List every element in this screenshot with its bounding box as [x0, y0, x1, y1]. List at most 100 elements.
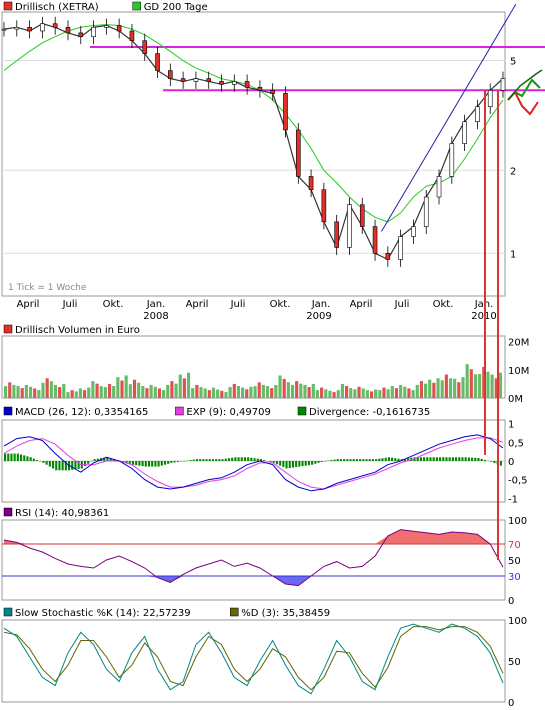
- divergence-bar: [291, 461, 295, 468]
- volume-bars: [4, 364, 502, 398]
- trendline: [381, 4, 517, 232]
- divergence-bar: [256, 458, 259, 461]
- divergence-bar: [439, 457, 442, 461]
- volume-bar: [411, 390, 415, 398]
- divergence-bar: [311, 461, 314, 465]
- divergence-bar: [128, 461, 131, 464]
- candle-body: [1, 28, 7, 31]
- price-y-tick-label: 1: [510, 249, 516, 260]
- divergence-bar: [295, 461, 298, 468]
- volume-bar: [407, 388, 411, 398]
- divergence-bar: [234, 457, 237, 461]
- divergence-bar: [314, 461, 317, 464]
- volume-bar: [353, 389, 357, 398]
- divergence-bar: [13, 453, 16, 461]
- divergence-bar: [259, 459, 263, 461]
- candle-body: [78, 32, 84, 38]
- candle-body: [359, 204, 365, 227]
- volume-bar: [33, 388, 37, 398]
- divergence-bar: [269, 461, 272, 462]
- candle-body: [385, 252, 391, 260]
- volume-bar: [20, 388, 24, 398]
- price-y-tick-label: 5: [510, 57, 516, 68]
- legend-label: GD 200 Tage: [144, 2, 208, 13]
- candle-body: [411, 226, 416, 237]
- candle-body: [232, 81, 237, 85]
- divergence-bar: [237, 457, 240, 461]
- divergence-bar: [192, 459, 195, 461]
- divergence-bar: [205, 459, 208, 461]
- candle-body: [398, 236, 403, 260]
- divergence-bar: [499, 461, 502, 466]
- volume-bar: [228, 387, 232, 398]
- divergence-bar: [490, 461, 493, 462]
- candle-body: [180, 78, 186, 82]
- divergence-bar: [301, 461, 304, 467]
- divergence-bar: [333, 459, 336, 461]
- volume-bar: [186, 372, 191, 398]
- volume-bar: [486, 371, 490, 398]
- price-y-tick-label: 2: [510, 166, 516, 177]
- divergence-bar: [365, 459, 368, 461]
- divergence-bar: [407, 458, 410, 461]
- volume-bar: [128, 384, 132, 398]
- volume-bar: [195, 384, 199, 398]
- divergence-bar: [263, 460, 266, 461]
- divergence-bar: [330, 460, 333, 461]
- volume-bar: [274, 384, 278, 398]
- divergence-bar: [32, 458, 35, 461]
- candle-body: [270, 90, 275, 94]
- volume-bar: [232, 383, 236, 398]
- volume-bar: [37, 390, 41, 398]
- x-month-label: Okt.: [433, 299, 454, 310]
- volume-bar: [303, 384, 307, 398]
- divergence-bar: [71, 461, 74, 470]
- x-month-label: Okt.: [270, 299, 291, 310]
- stochastic-y-tick-label: 100: [508, 616, 527, 627]
- volume-bar: [8, 382, 12, 398]
- volume-bar: [482, 367, 486, 398]
- candle-body: [193, 78, 199, 82]
- divergence-bar: [16, 453, 19, 461]
- divergence-bar: [483, 459, 486, 461]
- x-month-label: Juli: [230, 299, 246, 310]
- divergence-bar: [471, 457, 474, 461]
- divergence-bar: [243, 457, 247, 461]
- volume-bar: [224, 392, 228, 398]
- macd-y-tick-label: -1: [508, 494, 518, 505]
- divergence-bar: [224, 458, 227, 461]
- divergence-bar: [48, 461, 51, 467]
- divergence-bar: [112, 459, 115, 461]
- volume-bar: [4, 386, 8, 398]
- candle-body: [283, 93, 288, 131]
- divergence-bar: [51, 461, 55, 469]
- divergence-bar: [455, 457, 458, 461]
- divergence-bar: [109, 458, 112, 461]
- candle-body: [52, 23, 58, 28]
- legend-swatch: [132, 1, 141, 11]
- divergence-bar: [144, 461, 147, 467]
- volume-bar: [453, 378, 457, 398]
- divergence-bar: [199, 459, 202, 461]
- divergence-bar: [218, 459, 221, 461]
- divergence-bar: [45, 461, 48, 465]
- volume-bar: [103, 387, 107, 398]
- divergence-bar: [419, 457, 422, 461]
- divergence-bar: [247, 457, 250, 461]
- volume-bar: [74, 391, 78, 398]
- volume-bar: [216, 389, 220, 398]
- volume-bar: [299, 383, 303, 398]
- divergence-bar: [141, 461, 144, 467]
- volume-bar: [494, 378, 498, 398]
- x-month-label: Juli: [62, 299, 78, 310]
- macd-line: [3, 434, 504, 492]
- candle-body: [462, 121, 467, 144]
- divergence-bar: [320, 461, 323, 462]
- divergence-bar: [272, 461, 275, 463]
- divergence-bar: [384, 457, 387, 461]
- divergence-bar: [87, 461, 90, 464]
- volume-bar: [174, 383, 178, 398]
- volume-bar: [465, 364, 469, 398]
- volume-bar: [357, 386, 361, 398]
- legend-swatch: [3, 607, 13, 617]
